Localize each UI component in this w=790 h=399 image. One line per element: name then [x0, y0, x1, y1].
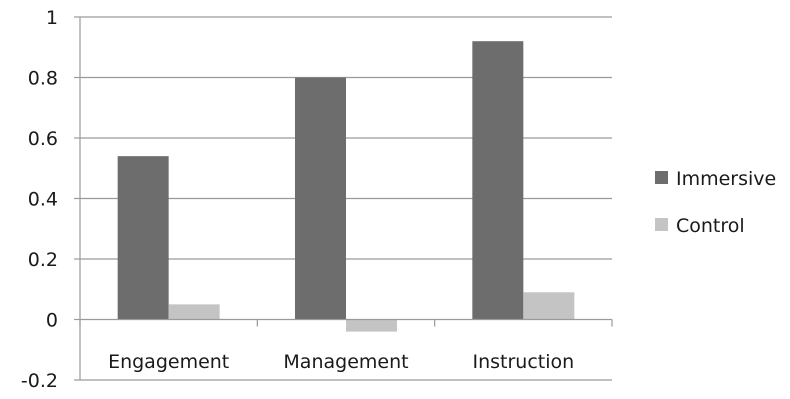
- y-tick-label: 0.2: [28, 249, 58, 271]
- bar-immersive-engagement: [117, 156, 169, 320]
- bar-control-management: [346, 319, 397, 332]
- y-tick-label: 0.6: [28, 128, 58, 150]
- y-tick-label: -0.2: [21, 370, 58, 392]
- y-tick-label: 1: [46, 7, 58, 29]
- axes: [79, 17, 613, 380]
- bar-immersive-instruction: [472, 41, 524, 320]
- bar-control-engagement: [168, 304, 220, 320]
- bars: [117, 41, 575, 332]
- y-tick-label: 0.8: [28, 68, 58, 90]
- x-category-label: Engagement: [108, 351, 229, 373]
- y-tick-labels: -0.2 0 0.2 0.4 0.6 0.8 1: [21, 7, 58, 392]
- legend-swatch-control: [655, 218, 668, 231]
- legend-label-immersive: Immersive: [676, 168, 776, 190]
- bar-control-instruction: [523, 292, 575, 320]
- legend-swatch-immersive: [655, 171, 668, 184]
- legend-label-control: Control: [676, 215, 745, 237]
- x-category-label: Management: [283, 351, 408, 373]
- x-tick-labels: Engagement Management Instruction: [108, 351, 574, 373]
- x-category-label: Instruction: [472, 351, 574, 373]
- bar-immersive-management: [295, 77, 346, 320]
- y-tick-label: 0.4: [28, 189, 58, 211]
- y-tick-label: 0: [46, 310, 58, 332]
- legend: Immersive Control: [655, 168, 776, 237]
